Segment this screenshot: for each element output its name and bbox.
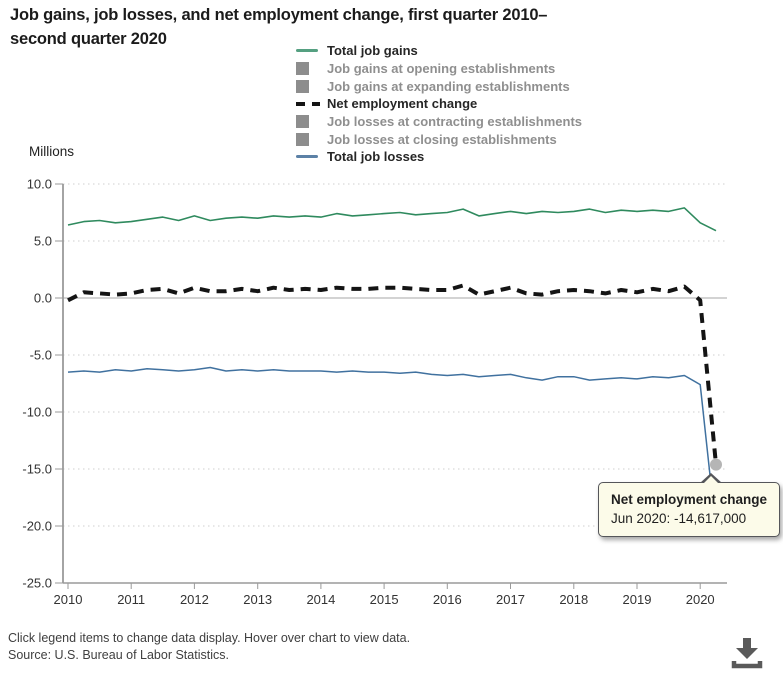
x-tick-label: 2015: [370, 592, 399, 607]
legend-label: Job losses at closing establishments: [327, 131, 557, 147]
download-button[interactable]: [726, 633, 768, 673]
y-tick-label: -20.0: [22, 519, 52, 534]
chart-title-line1: Job gains, job losses, and net employmen…: [10, 6, 548, 24]
x-tick-label: 2010: [54, 592, 83, 607]
footer-instructions: Click legend items to change data displa…: [8, 631, 411, 645]
x-tick-label: 2013: [243, 592, 272, 607]
legend-item-job-gains-opening[interactable]: Job gains at opening establishments: [296, 60, 582, 78]
legend-label: Job gains at opening establishments: [327, 61, 556, 77]
legend-item-job-losses-contracting[interactable]: Job losses at contracting establishments: [296, 113, 582, 131]
legend-label: Total job gains: [327, 43, 418, 59]
tooltip-series-name: Net employment change: [611, 492, 768, 507]
legend-item-total-job-losses[interactable]: Total job losses: [296, 148, 582, 166]
legend-item-job-losses-closing[interactable]: Job losses at closing establishments: [296, 130, 582, 148]
y-tick-label: 5.0: [34, 234, 52, 249]
chart-legend: Total job gains Job gains at opening est…: [296, 42, 582, 166]
legend-item-job-gains-expanding[interactable]: Job gains at expanding establishments: [296, 77, 582, 95]
chart-title-line2: second quarter 2020: [10, 29, 167, 48]
series-line-gains: [67, 207, 717, 232]
x-tick-label: 2011: [117, 592, 145, 607]
x-tick-label: 2020: [686, 592, 715, 607]
series-line-losses: [67, 366, 717, 531]
blue-line-marker-icon: [296, 155, 318, 159]
y-tick-label: -15.0: [22, 462, 52, 477]
legend-label: Total job losses: [327, 149, 425, 165]
series-line-net: [67, 283, 718, 465]
gray-square-marker-icon: [296, 115, 309, 129]
footer-notes: Click legend items to change data displa…: [8, 630, 410, 664]
hover-marker: [710, 458, 722, 471]
y-axis-unit-label: Millions: [29, 144, 75, 159]
legend-label: Net employment change: [327, 96, 478, 112]
tooltip-value: Jun 2020: -14,617,000: [611, 511, 747, 526]
x-tick-label: 2017: [496, 592, 525, 607]
gray-square-marker-icon: [296, 62, 309, 76]
gray-square-marker-icon: [296, 79, 309, 93]
green-line-marker-icon: [296, 49, 318, 53]
legend-item-total-job-gains[interactable]: Total job gains: [296, 42, 582, 60]
footer-source: Source: U.S. Bureau of Labor Statistics.: [8, 647, 229, 662]
x-tick-label: 2016: [433, 592, 462, 607]
y-tick-label: 10.0: [27, 177, 52, 192]
y-tick-label: -25.0: [22, 576, 52, 591]
legend-label: Job losses at contracting establishments: [327, 114, 583, 130]
x-tick-label: 2018: [559, 592, 588, 607]
y-tick-label: -10.0: [22, 405, 52, 420]
dashed-line-marker-icon: [296, 101, 320, 106]
legend-item-net-employment-change[interactable]: Net employment change: [296, 95, 582, 113]
legend-label: Job gains at expanding establishments: [327, 78, 570, 94]
y-tick-label: 0.0: [34, 291, 52, 306]
x-tick-label: 2012: [180, 592, 209, 607]
chart-title: Job gains, job losses, and net employmen…: [10, 4, 750, 52]
gray-square-marker-icon: [296, 132, 309, 146]
hover-tooltip: Net employment change Jun 2020: -14,617,…: [598, 473, 781, 537]
download-icon: [731, 638, 763, 669]
y-tick-label: -5.0: [30, 348, 52, 363]
x-tick-label: 2014: [306, 592, 335, 607]
x-tick-label: 2019: [623, 592, 652, 607]
